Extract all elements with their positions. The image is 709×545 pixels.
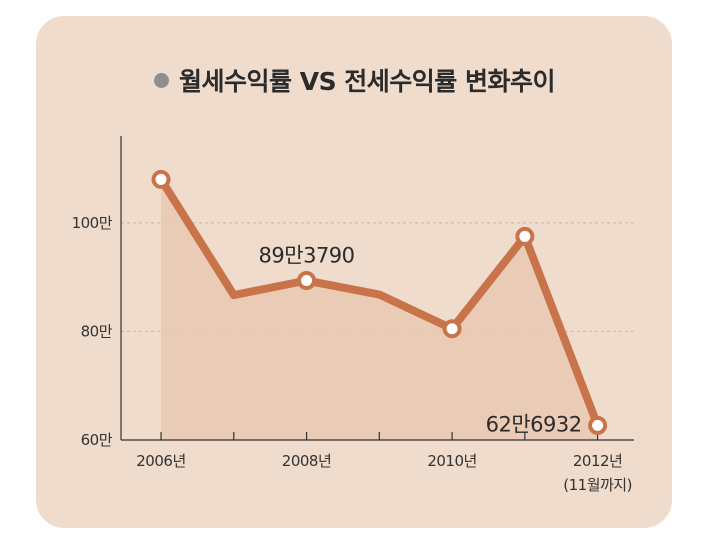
x-tick-label: 2006년 <box>136 452 185 470</box>
data-point <box>588 415 608 435</box>
x-tick-label: 2008년 <box>282 452 331 470</box>
data-label: 89만3790 <box>259 244 355 268</box>
x-tick-label: 2012년 <box>573 452 622 470</box>
x-tick-label: 2010년 <box>427 452 476 470</box>
x-tick-sublabel: (11월까지) <box>563 476 632 494</box>
chart-card <box>36 16 672 528</box>
data-point <box>297 271 317 291</box>
y-tick-label: 60만 <box>81 431 113 449</box>
legend-dot-icon <box>154 72 170 88</box>
data-label: 62만6932 <box>486 412 582 436</box>
chart-title: 월세수익률 VS 전세수익률 변화추이 <box>179 67 555 96</box>
data-point <box>515 226 535 246</box>
y-tick-label: 80만 <box>81 322 113 340</box>
area-fill <box>161 179 598 440</box>
y-tick-label: 100만 <box>72 214 113 232</box>
data-point <box>151 169 171 189</box>
data-point <box>442 319 462 339</box>
chart-title-row: 월세수익률 VS 전세수익률 변화추이 <box>0 62 709 98</box>
